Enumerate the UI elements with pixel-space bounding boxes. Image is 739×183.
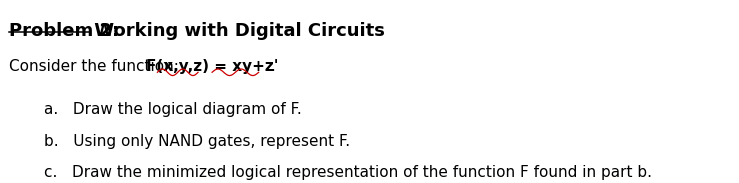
Text: .: . [266,59,276,74]
Text: c.   Draw the minimized logical representation of the function F found in part b: c. Draw the minimized logical representa… [44,165,653,180]
Text: F(x,y,z) = xy+z': F(x,y,z) = xy+z' [146,59,278,74]
Text: Working with Digital Circuits: Working with Digital Circuits [88,22,385,40]
Text: b.   Using only NAND gates, represent F.: b. Using only NAND gates, represent F. [44,134,350,149]
Text: a.   Draw the logical diagram of F.: a. Draw the logical diagram of F. [44,102,302,117]
Text: Problem 2:: Problem 2: [9,22,119,40]
Text: Consider the function:: Consider the function: [9,59,183,74]
